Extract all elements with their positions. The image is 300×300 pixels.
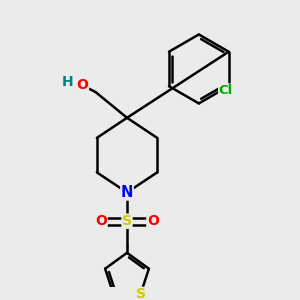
- Text: Cl: Cl: [219, 84, 233, 97]
- Text: O: O: [95, 214, 107, 228]
- Text: S: S: [122, 214, 132, 228]
- Text: N: N: [121, 185, 133, 200]
- Text: H: H: [62, 75, 74, 89]
- Text: S: S: [136, 287, 146, 300]
- Text: O: O: [76, 78, 88, 92]
- Text: O: O: [147, 214, 159, 228]
